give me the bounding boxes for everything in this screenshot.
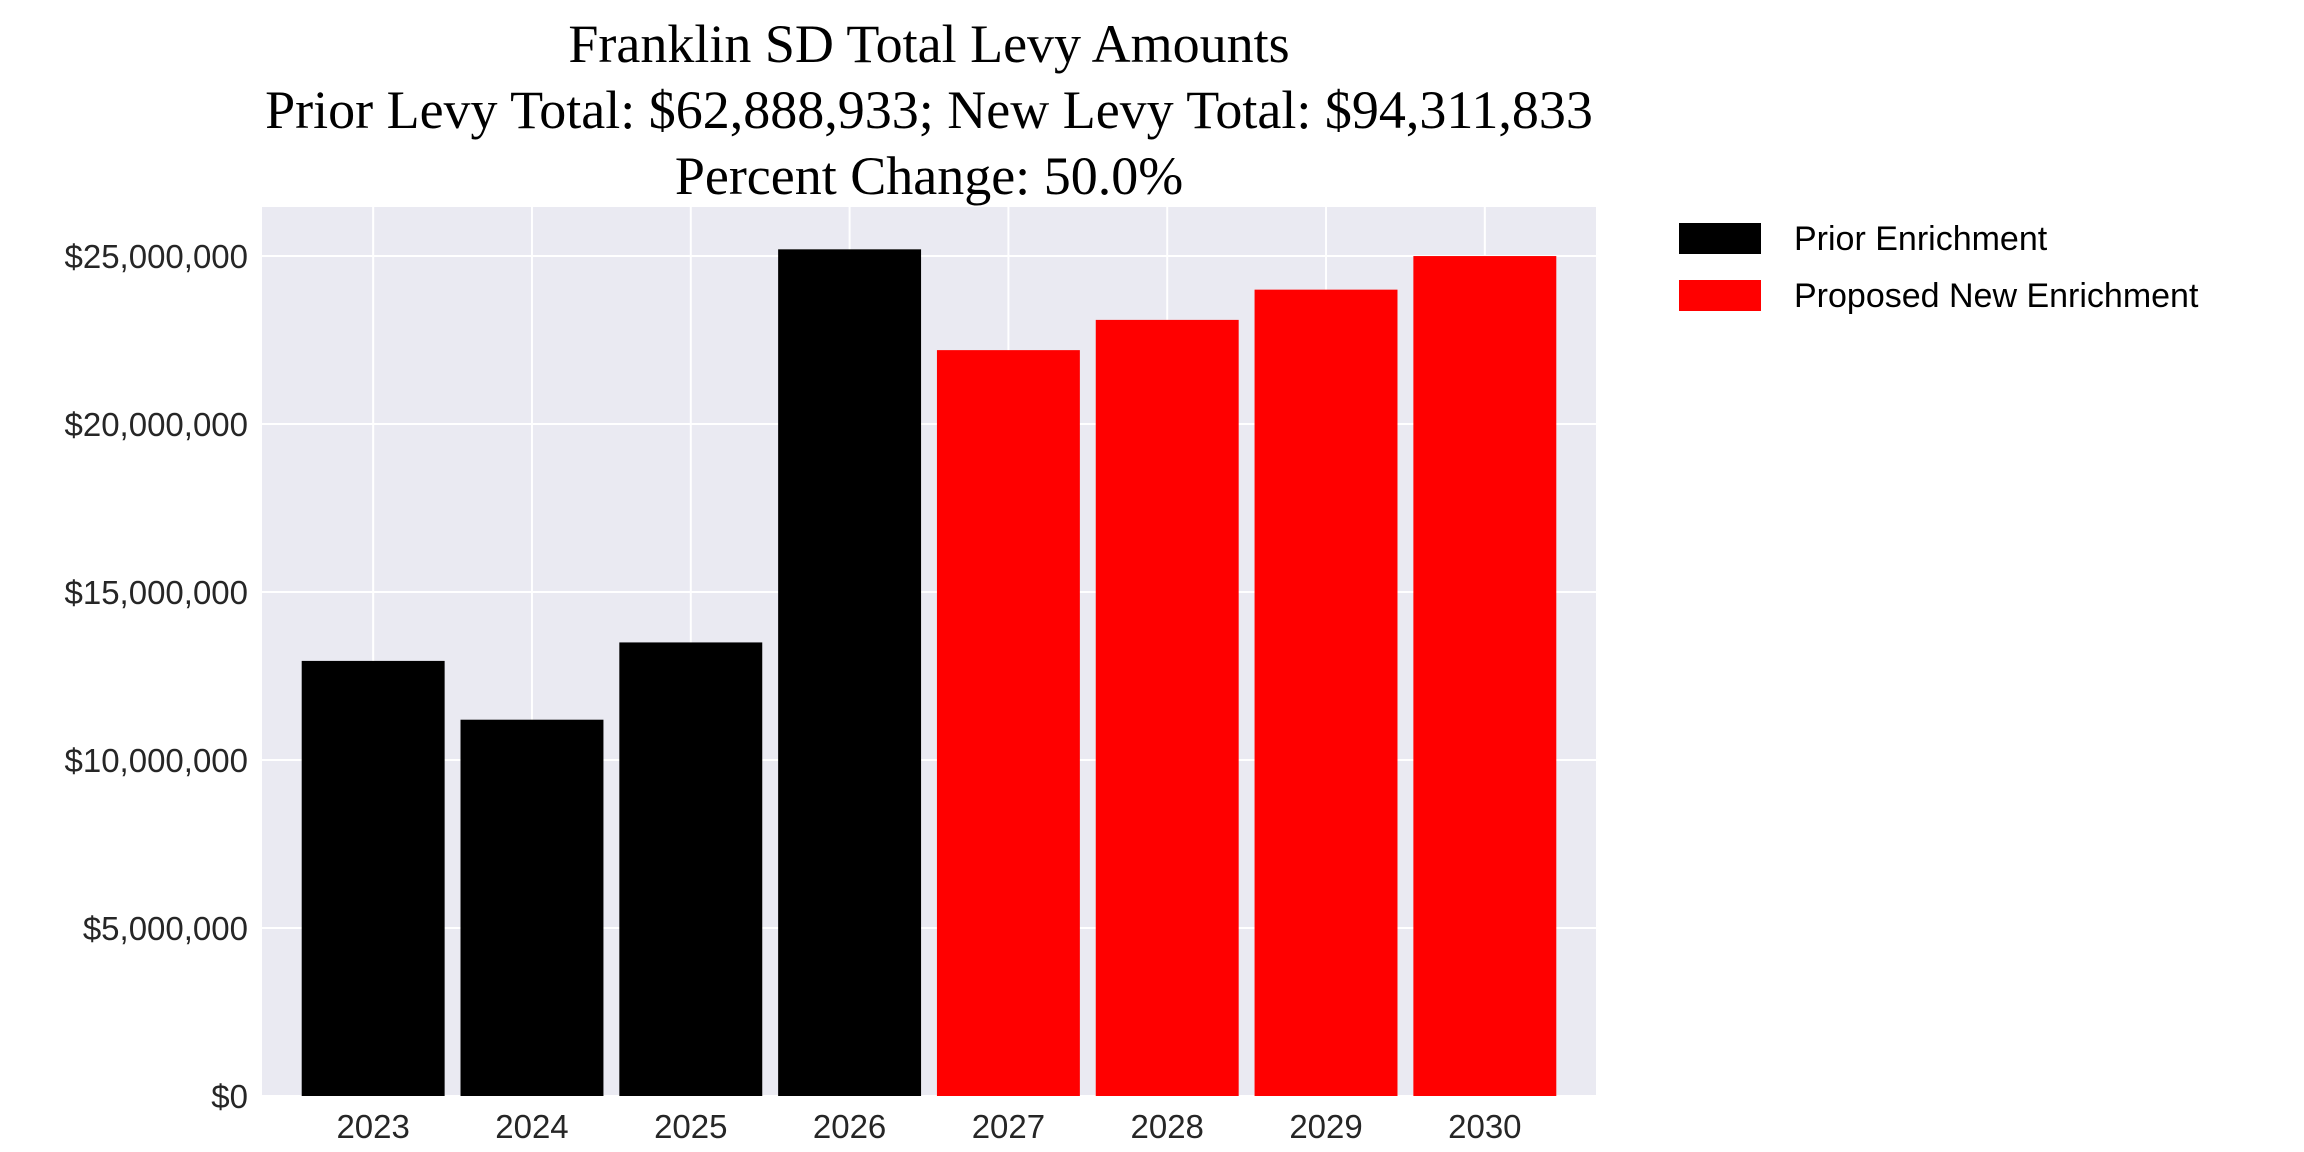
bar-prior-2025 [619, 642, 763, 1096]
x-tick-label: 2024 [495, 1108, 568, 1145]
x-tick-label: 2028 [1131, 1108, 1204, 1145]
chart-title-line-2: Prior Levy Total: $62,888,933; New Levy … [265, 80, 1593, 140]
x-tick-label: 2025 [654, 1108, 727, 1145]
y-tick-label: $10,000,000 [64, 742, 248, 779]
y-tick-label: $20,000,000 [64, 406, 248, 443]
bar-proposed-2029 [1254, 289, 1398, 1097]
chart-title-line-3: Percent Change: 50.0% [675, 146, 1183, 206]
x-tick-label: 2029 [1289, 1108, 1362, 1145]
bar-proposed-2027 [936, 350, 1080, 1097]
bar-proposed-2028 [1095, 319, 1239, 1096]
bar-prior-2024 [460, 719, 604, 1096]
legend-swatch-proposed [1679, 280, 1761, 311]
chart-title-line-1: Franklin SD Total Levy Amounts [568, 14, 1289, 74]
x-tick-label: 2027 [972, 1108, 1045, 1145]
y-tick-label: $25,000,000 [64, 238, 248, 275]
y-tick-label: $0 [211, 1078, 248, 1115]
legend-label-prior: Prior Enrichment [1794, 220, 2048, 258]
x-tick-label: 2030 [1448, 1108, 1521, 1145]
legend: Prior Enrichment Proposed New Enrichment [1679, 220, 2199, 315]
x-tick-label: 2023 [336, 1108, 409, 1145]
legend-label-proposed: Proposed New Enrichment [1794, 277, 2199, 315]
x-tick-label: 2026 [813, 1108, 886, 1145]
y-tick-label: $15,000,000 [64, 574, 248, 611]
bar-prior-2026 [778, 249, 922, 1097]
bar-proposed-2030 [1413, 256, 1557, 1096]
bar-prior-2023 [301, 660, 445, 1096]
legend-swatch-prior [1679, 223, 1761, 254]
y-tick-label: $5,000,000 [83, 910, 248, 947]
